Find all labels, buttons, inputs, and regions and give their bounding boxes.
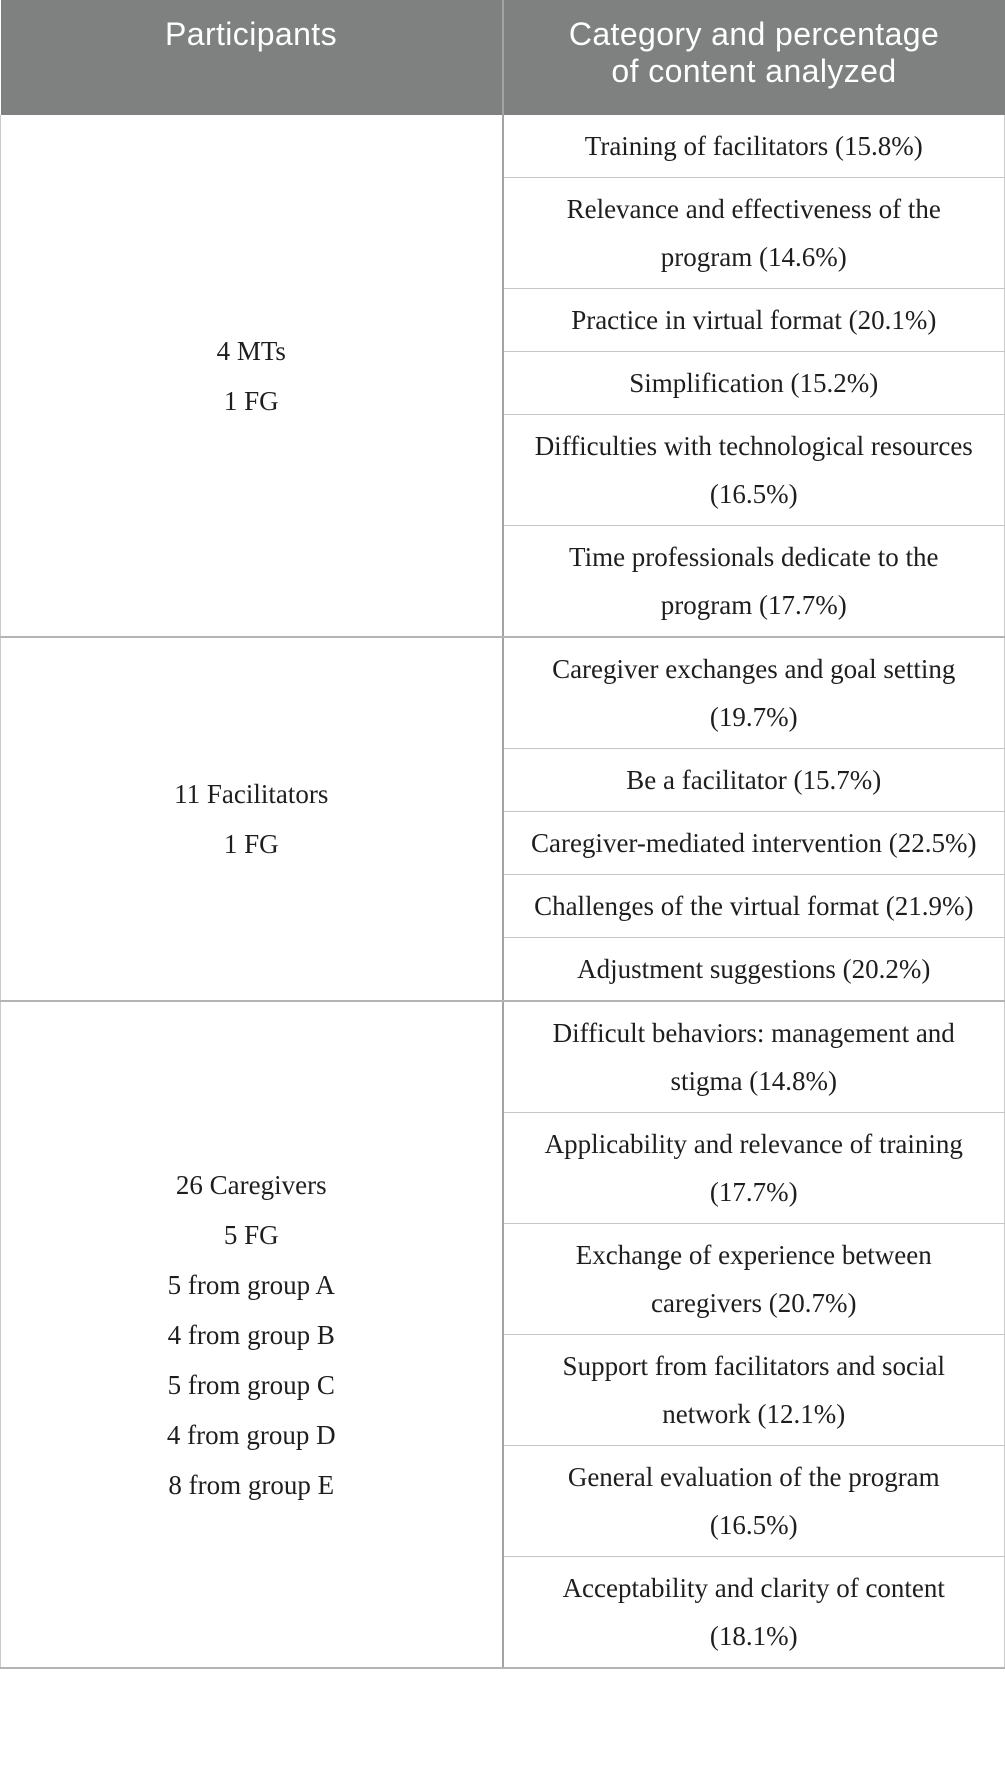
table-row: Applicability and relevance of training … [1,1112,1005,1224]
category-cell: Difficult behaviors: management and stig… [502,1001,1005,1113]
table-body: 4 MTs 1 FG Training of facilitators (15.8%… [0,115,1005,1669]
category-cell: Acceptability and clarity of content (18… [502,1556,1005,1669]
category-cell: Challenges of the virtual format (21.9%) [502,874,1005,938]
category-column-header: Category and percentage of content analy… [501,0,1005,115]
table-row: Adjustment suggestions (20.2%) [1,937,1005,1002]
table-row: Caregiver-mediated intervention (22.5%) [1,811,1005,875]
table-row: Difficulties with technological resource… [1,414,1005,526]
participant-line: 4 from group D [166,1419,336,1450]
header-row: Participants Category and percentage of … [0,0,1005,115]
category-text: Adjustment suggestions (20.2%) [577,954,931,984]
table-row: Support from facilitators and social net… [1,1334,1005,1446]
category-text: Challenges of the virtual format (21.9%) [534,891,974,921]
table-row: Challenges of the virtual format (21.9%) [1,874,1005,938]
category-text: Difficulties with technological resource… [534,431,973,509]
category-cell: Support from facilitators and social net… [502,1334,1005,1446]
category-cell: Training of facilitators (15.8%) [502,115,1005,178]
participants-cell-group-2: 11 Facilitators 1 FG [0,637,504,1002]
category-header-label: Category and percentage of content analy… [568,16,940,89]
table-row: Simplification (15.2%) [1,351,1005,415]
category-text: Acceptability and clarity of content (18… [562,1573,945,1651]
table-row: Relevance and effectiveness of the progr… [1,177,1005,289]
participant-line: 5 FG [223,1219,279,1250]
category-cell: General evaluation of the program (16.5%… [502,1445,1005,1557]
participants-cell-group-3: 26 Caregivers 5 FG 5 from group A 4 from gr… [0,1001,504,1669]
participant-line: 26 Caregivers [175,1169,327,1200]
category-text: Difficult behaviors: management and stig… [552,1018,955,1096]
participant-line: 4 MTs [216,335,286,366]
table-row: 4 MTs 1 FG Training of facilitators (15.8%… [0,115,1005,638]
category-cell: Time professionals dedicate to the progr… [502,525,1005,638]
participants-header-label: Participants [165,16,337,52]
category-cell: Practice in virtual format (20.1%) [502,288,1005,352]
participant-line: 11 Facilitators [174,779,329,809]
participant-line: 4 from group B [167,1319,335,1350]
category-text: General evaluation of the program (16.5%… [567,1462,940,1540]
participants-categories-table: Participants Category and percentage of … [0,0,1005,1669]
participant-line: 5 from group A [167,1269,335,1300]
category-cell: Caregiver exchanges and goal setting (19… [502,637,1005,749]
table-row: General evaluation of the program (16.5%… [1,1445,1005,1557]
table-row: Be a facilitator (15.7%) [1,748,1005,812]
category-text: Applicability and relevance of training … [544,1129,963,1207]
category-text: Simplification (15.2%) [629,368,879,398]
participant-line: 8 from group E [168,1469,335,1500]
category-text: Time professionals dedicate to the progr… [569,542,939,620]
category-text: Relevance and effectiveness of the progr… [566,194,941,272]
category-cell: Difficulties with technological resource… [502,414,1005,526]
category-text: Be a facilitator (15.7%) [626,765,882,795]
table-row: 11 Facilitators 1 FG Caregiver exchanges a… [0,637,1005,1002]
table-row: Exchange of experience between caregiver… [1,1223,1005,1335]
category-cell: Adjustment suggestions (20.2%) [502,937,1005,1002]
table-header: Participants Category and percentage of … [0,0,1005,115]
category-text: Training of facilitators (15.8%) [584,131,923,161]
table-row: Practice in virtual format (20.1%) [1,288,1005,352]
category-cell: Be a facilitator (15.7%) [502,748,1005,812]
participants-column-header: Participants [0,0,503,115]
category-text: Caregiver-mediated intervention (22.5%) [530,828,977,858]
table-row: Acceptability and clarity of content (18… [1,1556,1005,1669]
participant-line: 1 FG [223,385,279,416]
category-cell: Relevance and effectiveness of the progr… [502,177,1005,289]
category-text: Caregiver exchanges and goal setting (19… [552,654,956,732]
category-cell: Applicability and relevance of training … [502,1112,1005,1224]
category-cell: Simplification (15.2%) [502,351,1005,415]
category-cell: Caregiver-mediated intervention (22.5%) [502,811,1005,875]
category-cell: Exchange of experience between caregiver… [502,1223,1005,1335]
table-row: 26 Caregivers 5 FG 5 from group A 4 from gr… [0,1001,1005,1669]
table-row: Time professionals dedicate to the progr… [1,525,1005,638]
participant-line: 1 FG [223,829,279,859]
category-text: Support from facilitators and social net… [562,1351,945,1429]
category-text: Practice in virtual format (20.1%) [571,305,937,335]
category-text: Exchange of experience between caregiver… [575,1240,932,1318]
participant-line: 5 from group C [167,1369,335,1400]
participants-cell-group-1: 4 MTs 1 FG [0,115,504,638]
